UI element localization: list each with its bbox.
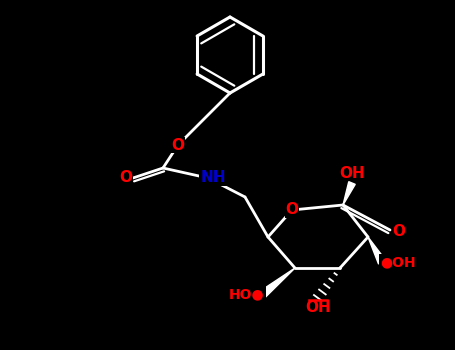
- Polygon shape: [368, 237, 385, 264]
- Text: NH: NH: [200, 170, 226, 186]
- Text: O: O: [172, 138, 184, 153]
- Text: O: O: [393, 224, 405, 239]
- Text: ●OH: ●OH: [380, 255, 416, 269]
- Polygon shape: [260, 268, 295, 297]
- Polygon shape: [343, 182, 355, 205]
- Text: OH: OH: [305, 301, 331, 315]
- Text: HO●: HO●: [229, 287, 265, 301]
- Text: OH: OH: [339, 166, 365, 181]
- Text: O: O: [120, 170, 132, 186]
- Text: O: O: [285, 203, 298, 217]
